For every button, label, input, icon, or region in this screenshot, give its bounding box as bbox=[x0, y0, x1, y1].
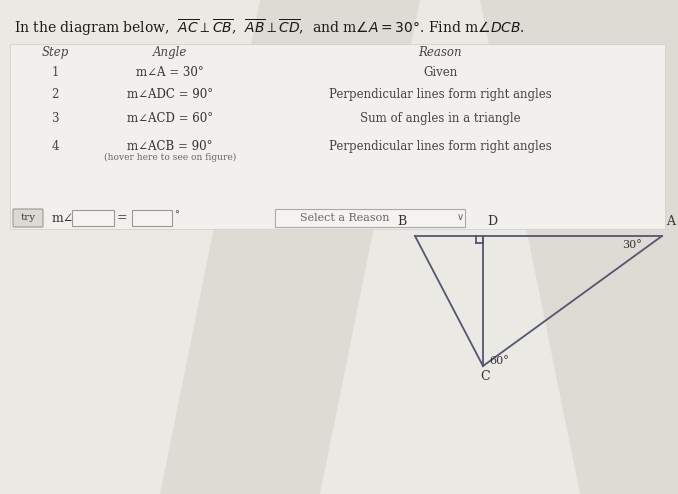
Text: (hover here to see on figure): (hover here to see on figure) bbox=[104, 153, 236, 162]
Text: m∠ACD = 60°: m∠ACD = 60° bbox=[127, 112, 213, 125]
FancyBboxPatch shape bbox=[275, 209, 465, 227]
FancyBboxPatch shape bbox=[10, 44, 665, 229]
Text: 2: 2 bbox=[52, 88, 59, 101]
Text: In the diagram below,  $\overline{AC} \perp \overline{CB}$,  $\overline{AB} \per: In the diagram below, $\overline{AC} \pe… bbox=[14, 18, 525, 39]
Text: m∠: m∠ bbox=[52, 211, 75, 224]
Text: =: = bbox=[117, 211, 127, 224]
Text: m∠ADC = 90°: m∠ADC = 90° bbox=[127, 88, 213, 101]
Text: Reason: Reason bbox=[418, 46, 462, 59]
Text: C: C bbox=[480, 370, 490, 383]
Polygon shape bbox=[160, 0, 420, 494]
FancyBboxPatch shape bbox=[13, 209, 43, 227]
Text: Angle: Angle bbox=[153, 46, 187, 59]
Text: m∠ACB = 90°: m∠ACB = 90° bbox=[127, 140, 213, 153]
Text: 3: 3 bbox=[52, 112, 59, 125]
Text: ∨: ∨ bbox=[456, 213, 464, 222]
Text: D: D bbox=[487, 215, 497, 228]
Text: Sum of angles in a triangle: Sum of angles in a triangle bbox=[360, 112, 520, 125]
Text: Given: Given bbox=[423, 66, 457, 79]
Text: Perpendicular lines form right angles: Perpendicular lines form right angles bbox=[329, 140, 551, 153]
FancyBboxPatch shape bbox=[132, 210, 172, 226]
Text: 4: 4 bbox=[52, 140, 59, 153]
Text: Step: Step bbox=[41, 46, 68, 59]
Text: B: B bbox=[398, 215, 407, 228]
Text: m∠A = 30°: m∠A = 30° bbox=[136, 66, 204, 79]
Text: 30°: 30° bbox=[622, 240, 642, 250]
Text: try: try bbox=[20, 213, 35, 222]
Text: 1: 1 bbox=[52, 66, 59, 79]
Text: A: A bbox=[666, 215, 675, 228]
Polygon shape bbox=[480, 0, 678, 494]
Text: Perpendicular lines form right angles: Perpendicular lines form right angles bbox=[329, 88, 551, 101]
Text: 60°: 60° bbox=[489, 356, 508, 366]
Text: °: ° bbox=[174, 210, 179, 219]
Text: Select a Reason: Select a Reason bbox=[300, 213, 390, 223]
FancyBboxPatch shape bbox=[72, 210, 114, 226]
